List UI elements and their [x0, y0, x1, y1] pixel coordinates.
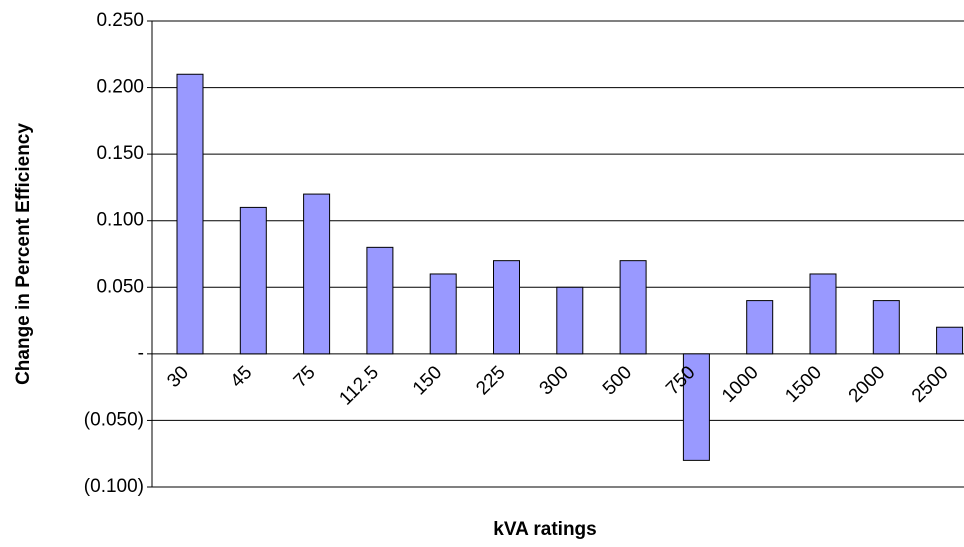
- bar: [872, 300, 900, 355]
- bar: [746, 300, 774, 355]
- x-tick-label: 500: [599, 362, 636, 399]
- bar: [936, 326, 964, 355]
- y-tick-label: 0.200: [96, 77, 144, 98]
- bar: [619, 260, 647, 355]
- x-tick-label: 1500: [781, 362, 826, 407]
- bar: [303, 193, 331, 355]
- y-tick-label: (0.050): [84, 409, 144, 430]
- x-tick-label: 112.5: [336, 362, 383, 409]
- bar: [366, 246, 394, 355]
- x-tick-label: 2500: [908, 362, 953, 407]
- y-tick-label: (0.100): [84, 476, 144, 497]
- bar: [176, 73, 204, 355]
- bar: [809, 273, 837, 355]
- x-tick-label: 150: [409, 362, 446, 399]
- x-tick-label: 1000: [718, 362, 763, 407]
- bar: [682, 353, 710, 461]
- y-tick-label: 0.100: [96, 210, 144, 231]
- y-tick-label: -: [138, 343, 144, 364]
- x-tick-label: 75: [290, 362, 320, 392]
- x-tick-label: 45: [227, 362, 257, 392]
- bar: [429, 273, 457, 355]
- x-tick-label: 300: [536, 362, 573, 399]
- x-tick-label: 225: [472, 362, 509, 399]
- bar: [556, 286, 584, 355]
- x-tick-label: 2000: [845, 362, 890, 407]
- x-axis-title: kVA ratings: [493, 519, 596, 540]
- y-axis-title: Change in Percent Efficiency: [13, 123, 34, 385]
- bar: [493, 260, 520, 355]
- x-tick-label: 30: [163, 362, 193, 392]
- y-tick-label: 0.050: [96, 276, 144, 297]
- y-tick-label: 0.250: [96, 10, 144, 31]
- bar: [239, 206, 267, 355]
- y-tick-label: 0.150: [96, 143, 144, 164]
